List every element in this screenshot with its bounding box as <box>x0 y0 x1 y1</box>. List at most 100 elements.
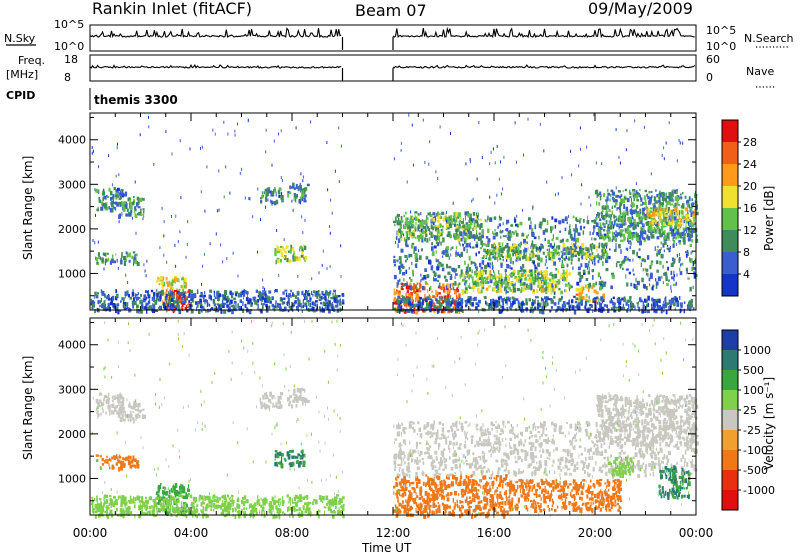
heatmap-cell <box>454 289 457 295</box>
heatmap-cell <box>676 253 678 258</box>
heatmap-cell <box>665 303 668 308</box>
heatmap-cell <box>577 251 581 256</box>
heatmap-cell <box>405 269 408 274</box>
heatmap-cell <box>119 190 122 194</box>
heatmap-cell <box>97 292 100 295</box>
heatmap-cell <box>281 299 283 303</box>
heatmap-speckle <box>626 129 628 133</box>
heatmap-cell <box>598 299 601 303</box>
heatmap-cell <box>219 307 223 310</box>
heatmap-cell <box>542 230 546 235</box>
heatmap-cell <box>399 224 402 230</box>
heatmap-cell <box>440 229 443 232</box>
heatmap-cell <box>475 216 478 221</box>
heatmap-cell <box>408 227 412 232</box>
heatmap-cell <box>661 220 664 225</box>
heatmap-cell <box>103 460 105 464</box>
heatmap-cell <box>108 206 110 210</box>
heatmap-cell <box>155 491 158 496</box>
heatmap-cell <box>273 201 277 206</box>
heatmap-cell <box>95 294 99 299</box>
heatmap-speckle <box>661 153 663 157</box>
heatmap-cell <box>91 304 96 308</box>
heatmap-cell <box>149 305 152 310</box>
heatmap-cell <box>604 248 607 253</box>
heatmap-cell <box>227 306 231 310</box>
heatmap-cell <box>445 253 448 258</box>
heatmap-cell <box>623 196 627 201</box>
heatmap-cell <box>530 306 533 311</box>
heatmap-speckle <box>537 247 539 251</box>
heatmap-cell <box>188 493 190 495</box>
heatmap-speckle <box>411 123 413 127</box>
heatmap-cell <box>561 263 564 266</box>
heatmap-cell <box>676 190 678 194</box>
heatmap-cell <box>612 301 615 306</box>
heatmap-cell <box>455 211 459 217</box>
heatmap-cell <box>441 255 444 258</box>
heatmap-cell <box>274 248 277 253</box>
heatmap-cell <box>160 306 162 310</box>
heatmap-speckle <box>215 232 217 236</box>
heatmap-cell <box>448 309 451 312</box>
heatmap-cell <box>682 210 684 216</box>
heatmap-cell <box>447 221 451 224</box>
heatmap-cell <box>293 197 295 201</box>
heatmap-speckle <box>590 203 592 207</box>
heatmap-cell <box>571 249 574 254</box>
heatmap-cell <box>205 309 207 313</box>
heatmap-cell <box>121 414 124 419</box>
heatmap-cell <box>531 304 533 309</box>
heatmap-cell <box>686 252 689 256</box>
heatmap-cell <box>527 278 530 281</box>
heatmap-cell <box>470 213 472 218</box>
heatmap-speckle <box>462 218 464 222</box>
heatmap-cell <box>439 261 442 265</box>
heatmap-cell <box>577 232 581 236</box>
heatmap-cell <box>121 202 124 207</box>
heatmap-cell <box>440 263 444 267</box>
heatmap-cell <box>304 293 307 296</box>
heatmap-cell <box>638 237 640 241</box>
heatmap-cell <box>446 224 449 229</box>
heatmap-cell <box>326 292 330 296</box>
heatmap-cell <box>648 277 651 282</box>
heatmap-cell <box>431 303 435 307</box>
heatmap-cell <box>131 255 134 260</box>
heatmap-cell <box>480 289 483 294</box>
heatmap-cell <box>120 259 123 265</box>
heatmap-cell <box>492 232 496 236</box>
heatmap-cell <box>421 238 424 243</box>
heatmap-cell <box>128 459 130 463</box>
heatmap-cell <box>469 300 472 305</box>
heatmap-cell <box>484 264 487 269</box>
heatmap-cell <box>550 306 553 309</box>
heatmap-speckle <box>496 193 498 197</box>
heatmap-cell <box>405 244 409 248</box>
heatmap-cell <box>217 298 219 302</box>
heatmap-cell <box>642 227 645 232</box>
heatmap-cell <box>126 290 129 296</box>
heatmap-cell <box>595 281 598 286</box>
heatmap-speckle <box>559 259 561 262</box>
heatmap-cell <box>400 233 402 238</box>
heatmap-cell <box>553 286 555 292</box>
heatmap-cell <box>116 202 119 207</box>
heatmap-cell <box>543 274 546 277</box>
heatmap-cell <box>656 212 659 217</box>
heatmap-cell <box>446 283 449 289</box>
heatmap-cell <box>459 302 462 307</box>
heatmap-cell <box>173 300 177 304</box>
heatmap-cell <box>490 251 494 256</box>
heatmap-cell <box>272 402 274 407</box>
heatmap-cell <box>650 218 653 224</box>
heatmap-cell <box>478 251 481 254</box>
heatmap-cell <box>665 309 668 315</box>
heatmap-cell <box>487 238 491 243</box>
heatmap-cell <box>669 226 673 232</box>
heatmap-cell <box>297 299 301 304</box>
heatmap-cell <box>575 217 578 222</box>
heatmap-speckle <box>469 160 471 164</box>
heatmap-cell <box>110 202 112 205</box>
heatmap-cell <box>109 410 111 416</box>
